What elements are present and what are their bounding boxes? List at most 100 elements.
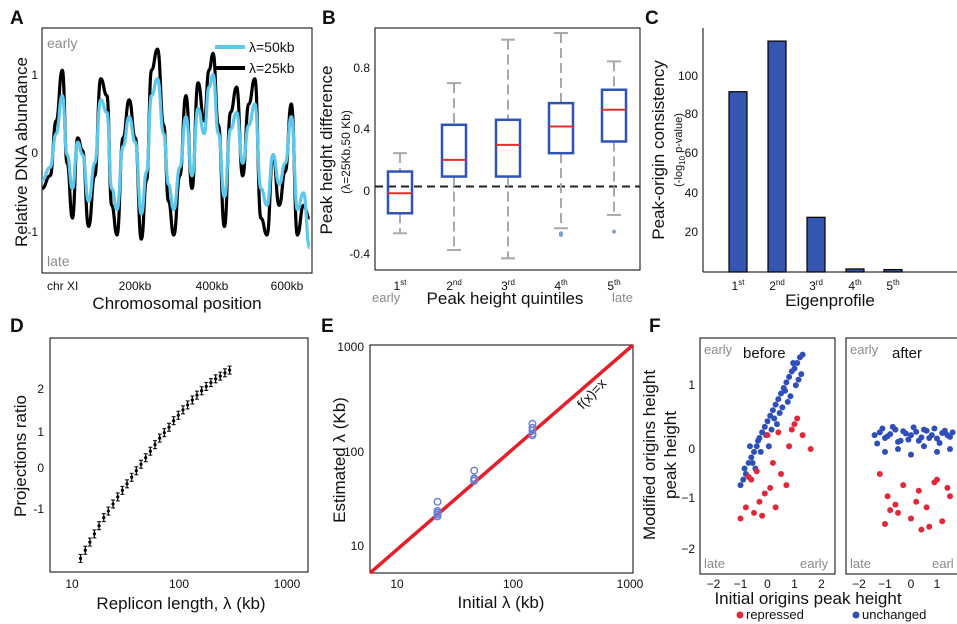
panel-f-early-after: early — [850, 342, 879, 357]
point-unchanged — [884, 433, 891, 440]
point-unchanged — [947, 446, 953, 453]
point-repressed — [769, 459, 776, 466]
panel-f: F before after early early late late ear… — [640, 316, 957, 622]
point-repressed — [900, 482, 907, 489]
point-repressed — [923, 504, 930, 511]
point-unchanged — [765, 443, 772, 450]
panel-c-xtick-2: 2nd — [769, 278, 785, 293]
panel-b-ylabel: Peak height difference — [317, 66, 336, 235]
point — [139, 459, 144, 469]
panel-f-early-br-before: early — [800, 556, 829, 571]
box-body — [494, 118, 522, 178]
panel-e-plot — [368, 343, 635, 575]
point-unchanged — [879, 425, 886, 432]
panel-d-label: D — [10, 316, 24, 337]
point-unchanged — [895, 446, 901, 453]
point — [213, 374, 218, 384]
point-unchanged — [757, 448, 764, 455]
panel-e-label: E — [321, 316, 334, 337]
panel-f-early-br-after: earl — [932, 556, 954, 571]
point-repressed — [947, 493, 953, 500]
bar-3 — [806, 216, 826, 273]
series-line-25kb — [41, 47, 311, 241]
panel-e-xtick-10: 10 — [390, 577, 404, 591]
box-outlier — [612, 229, 616, 234]
panel-a-legend-50kb: λ=50kb — [249, 39, 295, 55]
panel-d: D 2 1 0 -1 10 100 1000 Replicon length, … — [10, 316, 309, 613]
point-unchanged — [798, 371, 805, 378]
point — [120, 485, 125, 495]
box-5 — [600, 60, 628, 234]
panel-c-xtick-1: 1st — [732, 278, 746, 293]
point — [194, 390, 199, 400]
panel-e-axes — [369, 344, 634, 574]
panel-d-xtick-10: 10 — [65, 577, 79, 591]
point-repressed — [799, 432, 806, 439]
point-repressed — [783, 482, 790, 489]
panel-a-label: A — [10, 8, 24, 29]
panel-f-late-before: late — [704, 556, 725, 571]
point-unchanged — [874, 440, 881, 447]
point-unchanged — [921, 426, 927, 433]
point-repressed — [892, 501, 899, 508]
point-unchanged — [741, 465, 748, 472]
point-repressed — [772, 504, 779, 511]
panel-a-xtick-400: 400kb — [196, 279, 229, 293]
panel-a-legend-25kb: λ=25kb — [249, 60, 295, 76]
point-repressed — [884, 493, 891, 500]
point — [143, 453, 148, 463]
point-unchanged — [915, 437, 922, 444]
panel-e-ytick-100: 100 — [344, 445, 364, 459]
point — [171, 416, 176, 426]
panel-a-axes — [41, 27, 313, 274]
panel-c-ytick-40: 40 — [685, 186, 699, 200]
point-unchanged — [782, 387, 789, 394]
panel-b-ytick-08: 0.8 — [353, 61, 370, 75]
point-unchanged — [753, 443, 760, 450]
point-repressed — [794, 415, 801, 422]
point-unchanged — [768, 426, 775, 433]
panel-a-ytick-1: 1 — [31, 68, 38, 82]
panel-a-xtick-600: 600kb — [271, 279, 304, 293]
point — [157, 433, 162, 443]
point-unchanged — [740, 476, 747, 483]
panel-e-xtick-1000: 1000 — [617, 577, 644, 591]
panel-c-label: C — [645, 8, 659, 29]
point-repressed — [788, 426, 795, 433]
point-unchanged — [910, 424, 917, 431]
point-repressed — [882, 521, 888, 528]
panel-d-ytick-1: 1 — [37, 425, 44, 439]
point-unchanged — [921, 443, 927, 450]
panel-b-ytick-0: 0 — [363, 184, 370, 198]
panel-f-xtick-before: 1 — [791, 577, 798, 591]
panel-d-ytick-neg1: -1 — [33, 502, 44, 516]
panel-c-ylabel: Peak-origin consistency — [649, 60, 668, 240]
point — [190, 395, 195, 405]
point-unchanged — [784, 398, 791, 405]
panel-a-ytick-0: 0 — [31, 146, 38, 160]
panel-d-ylabel: Projections ratio — [11, 395, 30, 517]
point-unchanged — [769, 407, 776, 414]
point-unchanged — [931, 425, 938, 432]
point-unchanged — [771, 415, 778, 422]
point-repressed — [926, 523, 933, 530]
point — [83, 545, 88, 555]
point-repressed — [756, 498, 763, 505]
panel-f-title-after: after — [892, 345, 922, 362]
point — [111, 499, 116, 509]
point-unchanged — [871, 432, 878, 439]
point — [87, 537, 92, 547]
point-repressed — [778, 471, 784, 478]
point-unchanged — [790, 359, 797, 366]
point — [433, 497, 442, 506]
box-3 — [494, 38, 522, 260]
point-unchanged — [889, 423, 896, 430]
panel-e-ylabel: Estimated λ (Kb) — [330, 397, 349, 523]
point — [227, 365, 232, 375]
point-unchanged — [787, 393, 794, 400]
box-1 — [386, 152, 414, 235]
panel-f-xtick-after: 0 — [908, 577, 915, 591]
point-unchanged — [775, 396, 782, 403]
point — [153, 440, 158, 450]
point-unchanged — [792, 382, 799, 389]
